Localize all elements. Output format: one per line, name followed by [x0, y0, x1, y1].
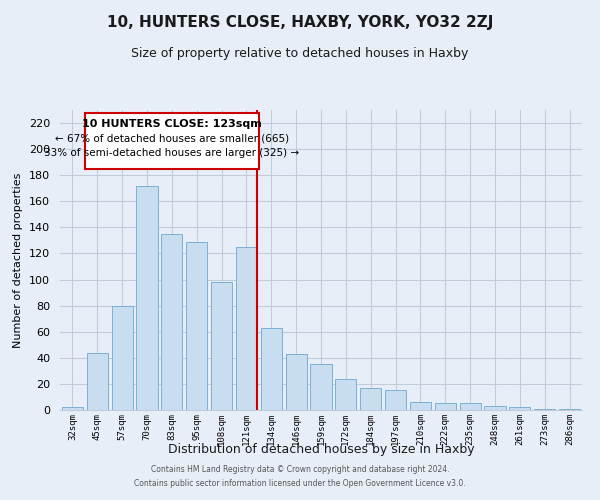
Bar: [360, 388, 381, 410]
Bar: [62, 408, 83, 410]
Text: 33% of semi-detached houses are larger (325) →: 33% of semi-detached houses are larger (…: [44, 148, 299, 158]
Text: Contains HM Land Registry data © Crown copyright and database right 2024.
Contai: Contains HM Land Registry data © Crown c…: [134, 466, 466, 487]
Bar: [161, 234, 182, 410]
Bar: [211, 282, 232, 410]
Bar: [410, 402, 431, 410]
Text: 10 HUNTERS CLOSE: 123sqm: 10 HUNTERS CLOSE: 123sqm: [82, 119, 262, 129]
Y-axis label: Number of detached properties: Number of detached properties: [13, 172, 23, 348]
Bar: [509, 408, 530, 410]
Bar: [261, 328, 282, 410]
FancyBboxPatch shape: [85, 112, 259, 168]
Bar: [385, 390, 406, 410]
Bar: [460, 404, 481, 410]
Bar: [335, 378, 356, 410]
Bar: [87, 352, 108, 410]
Bar: [112, 306, 133, 410]
Bar: [484, 406, 506, 410]
Bar: [310, 364, 332, 410]
Bar: [534, 408, 555, 410]
Bar: [286, 354, 307, 410]
Bar: [236, 247, 257, 410]
Bar: [435, 404, 456, 410]
Text: ← 67% of detached houses are smaller (665): ← 67% of detached houses are smaller (66…: [55, 134, 289, 143]
Bar: [136, 186, 158, 410]
Text: Size of property relative to detached houses in Haxby: Size of property relative to detached ho…: [131, 48, 469, 60]
Bar: [559, 408, 580, 410]
Text: 10, HUNTERS CLOSE, HAXBY, YORK, YO32 2ZJ: 10, HUNTERS CLOSE, HAXBY, YORK, YO32 2ZJ: [107, 15, 493, 30]
Text: Distribution of detached houses by size in Haxby: Distribution of detached houses by size …: [167, 442, 475, 456]
Bar: [186, 242, 207, 410]
